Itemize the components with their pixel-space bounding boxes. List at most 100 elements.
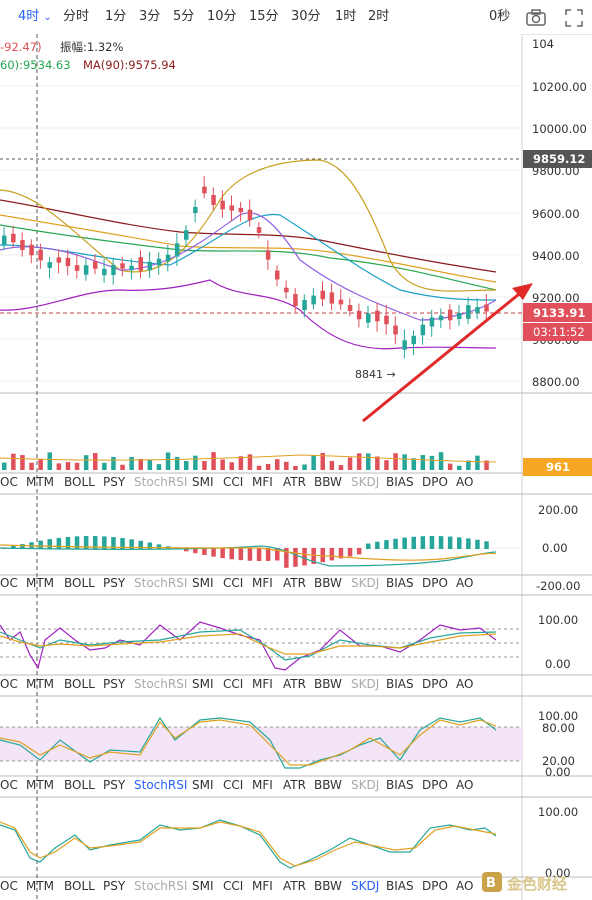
camera-icon[interactable] [525,8,547,26]
fullscreen-icon[interactable] [565,9,583,27]
indicator-tab-atr[interactable]: ATR [283,778,306,792]
macd-bar [74,536,80,549]
candle-body [466,305,471,319]
volume-bar [256,465,262,470]
macd-bar [193,548,198,554]
indicator-tab-atr[interactable]: ATR [283,879,306,893]
macd-bar [338,548,344,559]
indicator-tab-bbw[interactable]: BBW [314,475,342,489]
indicator-tab-stochrsi[interactable]: StochRSI [134,879,188,893]
indicator-tab-stochrsi[interactable]: StochRSI [134,475,188,489]
indicator-tab-mfi[interactable]: MFI [252,879,273,893]
volume-bar [2,462,7,470]
indicator-tab-boll[interactable]: BOLL [64,475,95,489]
indicator-tab-boll[interactable]: BOLL [64,778,95,792]
indicator-tab-bbw[interactable]: BBW [314,879,342,893]
indicator-tab-oc[interactable]: OC [0,475,18,489]
macd-bar [320,548,325,563]
timeframe-1h[interactable]: 1时 [335,9,357,24]
rsi-tick: 0.00 [545,657,571,671]
indicator-tab-stochrsi[interactable]: StochRSI [134,576,188,590]
indicator-tab-smi[interactable]: SMI [192,879,214,893]
indicator-tab-mtm[interactable]: MTM [26,879,55,893]
indicator-tab-dpo[interactable]: DPO [422,576,448,590]
indicator-tab-oc[interactable]: OC [0,778,18,792]
indicator-tab-boll[interactable]: BOLL [64,879,95,893]
price-tick: 8800.00 [532,375,580,389]
indicator-tab-boll[interactable]: BOLL [64,576,95,590]
timeframe-15m[interactable]: 15分 [249,9,279,24]
indicator-tab-psy[interactable]: PSY [103,576,126,590]
indicator-tab-smi[interactable]: SMI [192,475,214,489]
indicator-tab-oc[interactable]: OC [0,677,18,691]
indicator-tab-smi[interactable]: SMI [192,677,214,691]
indicator-tab-skdj[interactable]: SKDJ [351,778,380,792]
timeframe-30m[interactable]: 30分 [291,9,321,24]
indicator-tab-mtm[interactable]: MTM [26,475,55,489]
indicator-tab-dpo[interactable]: DPO [422,475,448,489]
indicator-tab-atr[interactable]: ATR [283,576,306,590]
indicator-tab-mfi[interactable]: MFI [252,677,273,691]
macd-bar [93,536,98,549]
timeframe-1m[interactable]: 1分 [105,9,127,24]
indicator-tab-psy[interactable]: PSY [103,778,126,792]
indicator-tab-oc[interactable]: OC [0,576,18,590]
indicator-tab-psy[interactable]: PSY [103,677,126,691]
indicator-tab-dpo[interactable]: DPO [422,677,448,691]
indicator-tab-bias[interactable]: BIAS [386,576,414,590]
indicator-tab-dpo[interactable]: DPO [422,879,448,893]
timeframe-5m[interactable]: 5分 [173,9,195,24]
indicator-tab-ao[interactable]: AO [456,475,474,489]
indicator-tab-mfi[interactable]: MFI [252,778,273,792]
indicator-tab-cci[interactable]: CCI [223,576,244,590]
indicator-tab-ao[interactable]: AO [456,677,474,691]
indicator-tab-skdj[interactable]: SKDJ [351,879,380,893]
indicator-tab-mtm[interactable]: MTM [26,576,55,590]
indicator-tab-stochrsi[interactable]: StochRSI [134,677,188,691]
indicator-tab-ao[interactable]: AO [456,879,474,893]
macd-histogram [2,536,489,568]
volume-bar [475,455,480,470]
indicator-tab-psy[interactable]: PSY [103,475,126,489]
indicator-tab-cci[interactable]: CCI [223,475,244,489]
timeframe-3m[interactable]: 3分 [139,9,161,24]
indicator-tab-bias[interactable]: BIAS [386,778,414,792]
macd-bar [65,536,71,549]
indicator-tab-boll[interactable]: BOLL [64,677,95,691]
indicator-tab-ao[interactable]: AO [456,576,474,590]
indicator-tab-skdj[interactable]: SKDJ [351,677,380,691]
indicator-tab-cci[interactable]: CCI [223,778,244,792]
indicator-tab-atr[interactable]: ATR [283,677,306,691]
indicator-tab-skdj[interactable]: SKDJ [351,576,380,590]
indicator-tab-bbw[interactable]: BBW [314,778,342,792]
macd-bar [457,537,462,549]
candle-body [329,292,335,304]
indicator-tab-atr[interactable]: ATR [283,475,306,489]
indicator-tab-oc[interactable]: OC [0,879,18,893]
indicator-tab-bbw[interactable]: BBW [314,576,342,590]
indicator-tab-smi[interactable]: SMI [192,778,214,792]
indicator-tab-cci[interactable]: CCI [223,879,244,893]
indicator-tab-bbw[interactable]: BBW [314,677,342,691]
indicator-tab-stochrsi[interactable]: StochRSI [134,778,188,792]
indicator-tab-cci[interactable]: CCI [223,677,244,691]
indicator-tab-ao[interactable]: AO [456,778,474,792]
candle-body [375,310,380,322]
indicator-tab-skdj[interactable]: SKDJ [351,475,380,489]
indicator-tab-dpo[interactable]: DPO [422,778,448,792]
indicator-tab-mfi[interactable]: MFI [252,576,273,590]
indicator-tab-bias[interactable]: BIAS [386,475,414,489]
indicator-tab-mfi[interactable]: MFI [252,475,273,489]
indicator-tab-psy[interactable]: PSY [103,879,126,893]
timeframe-4h[interactable]: 4时 ⌄ [18,9,52,24]
timeframe-10m[interactable]: 10分 [207,9,237,24]
indicator-tab-bias[interactable]: BIAS [386,879,414,893]
indicator-tab-mtm[interactable]: MTM [26,677,55,691]
timeframe-2h[interactable]: 2时 [368,9,390,24]
indicator-tab-smi[interactable]: SMI [192,576,214,590]
indicator-tab-bias[interactable]: BIAS [386,677,414,691]
indicator-tab-mtm[interactable]: MTM [26,778,55,792]
candle-body [247,209,253,221]
chart-canvas[interactable]: 104 10200.00 10000.00 9800.00 9600.00 94… [0,34,592,900]
timeframe-timeshare[interactable]: 分时 [63,9,90,24]
